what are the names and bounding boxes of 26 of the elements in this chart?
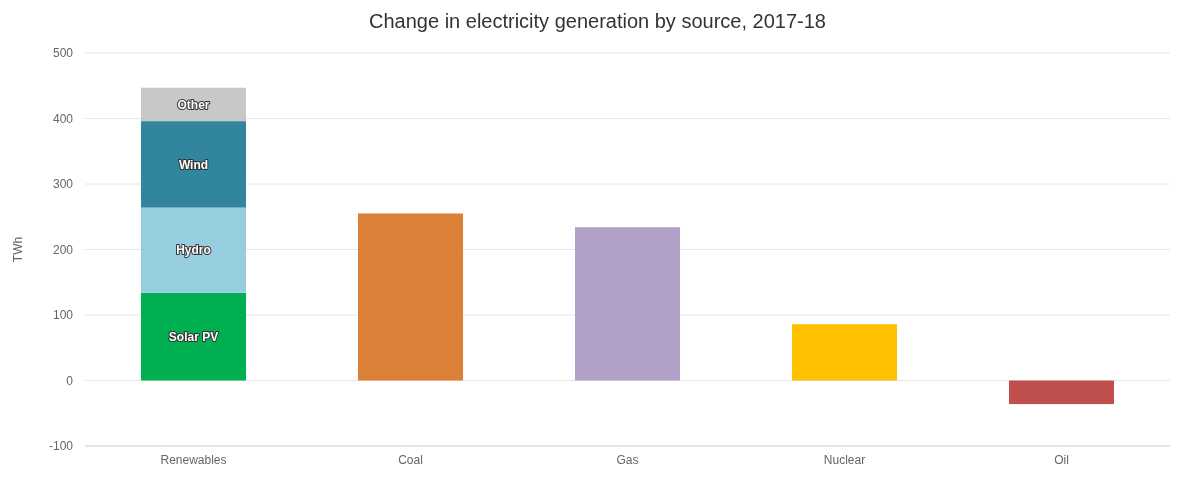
bar (574, 227, 681, 381)
series-label: Other (177, 97, 210, 112)
bar (357, 213, 464, 381)
x-tick-label: Coal (398, 453, 423, 467)
y-tick-label: 400 (52, 111, 74, 126)
bar (791, 324, 898, 381)
chart-title: Change in electricity generation by source, 2017-18 (369, 10, 826, 32)
bar (140, 292, 247, 381)
bar (140, 87, 247, 122)
x-tick-label: Gas (616, 453, 639, 467)
series-label: Wind (178, 157, 209, 172)
y-tick-label: 300 (52, 177, 74, 192)
x-tick-label: Renewables (160, 453, 227, 467)
x-tick-label: Oil (1054, 453, 1069, 467)
y-tick-label: 200 (52, 242, 74, 257)
series-label: Hydro (176, 243, 211, 258)
y-tick-label: 100 (52, 308, 74, 323)
y-tick-label: 500 (52, 46, 74, 61)
bar (140, 207, 247, 293)
y-axis-title: TWh (11, 236, 25, 263)
y-tick-label: 0 (66, 373, 74, 388)
y-tick-label: -100 (48, 439, 74, 454)
x-tick-label: Nuclear (823, 453, 866, 467)
bar (1008, 380, 1115, 405)
bar (140, 121, 247, 208)
series-label: Solar PV (168, 329, 219, 344)
